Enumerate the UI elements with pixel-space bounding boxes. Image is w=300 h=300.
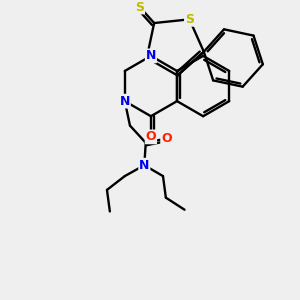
- Text: S: S: [135, 1, 144, 13]
- Text: O: O: [161, 132, 172, 145]
- Text: S: S: [185, 13, 194, 26]
- Text: N: N: [120, 94, 130, 108]
- Text: N: N: [139, 159, 149, 172]
- Text: O: O: [146, 130, 156, 143]
- Text: N: N: [146, 50, 156, 62]
